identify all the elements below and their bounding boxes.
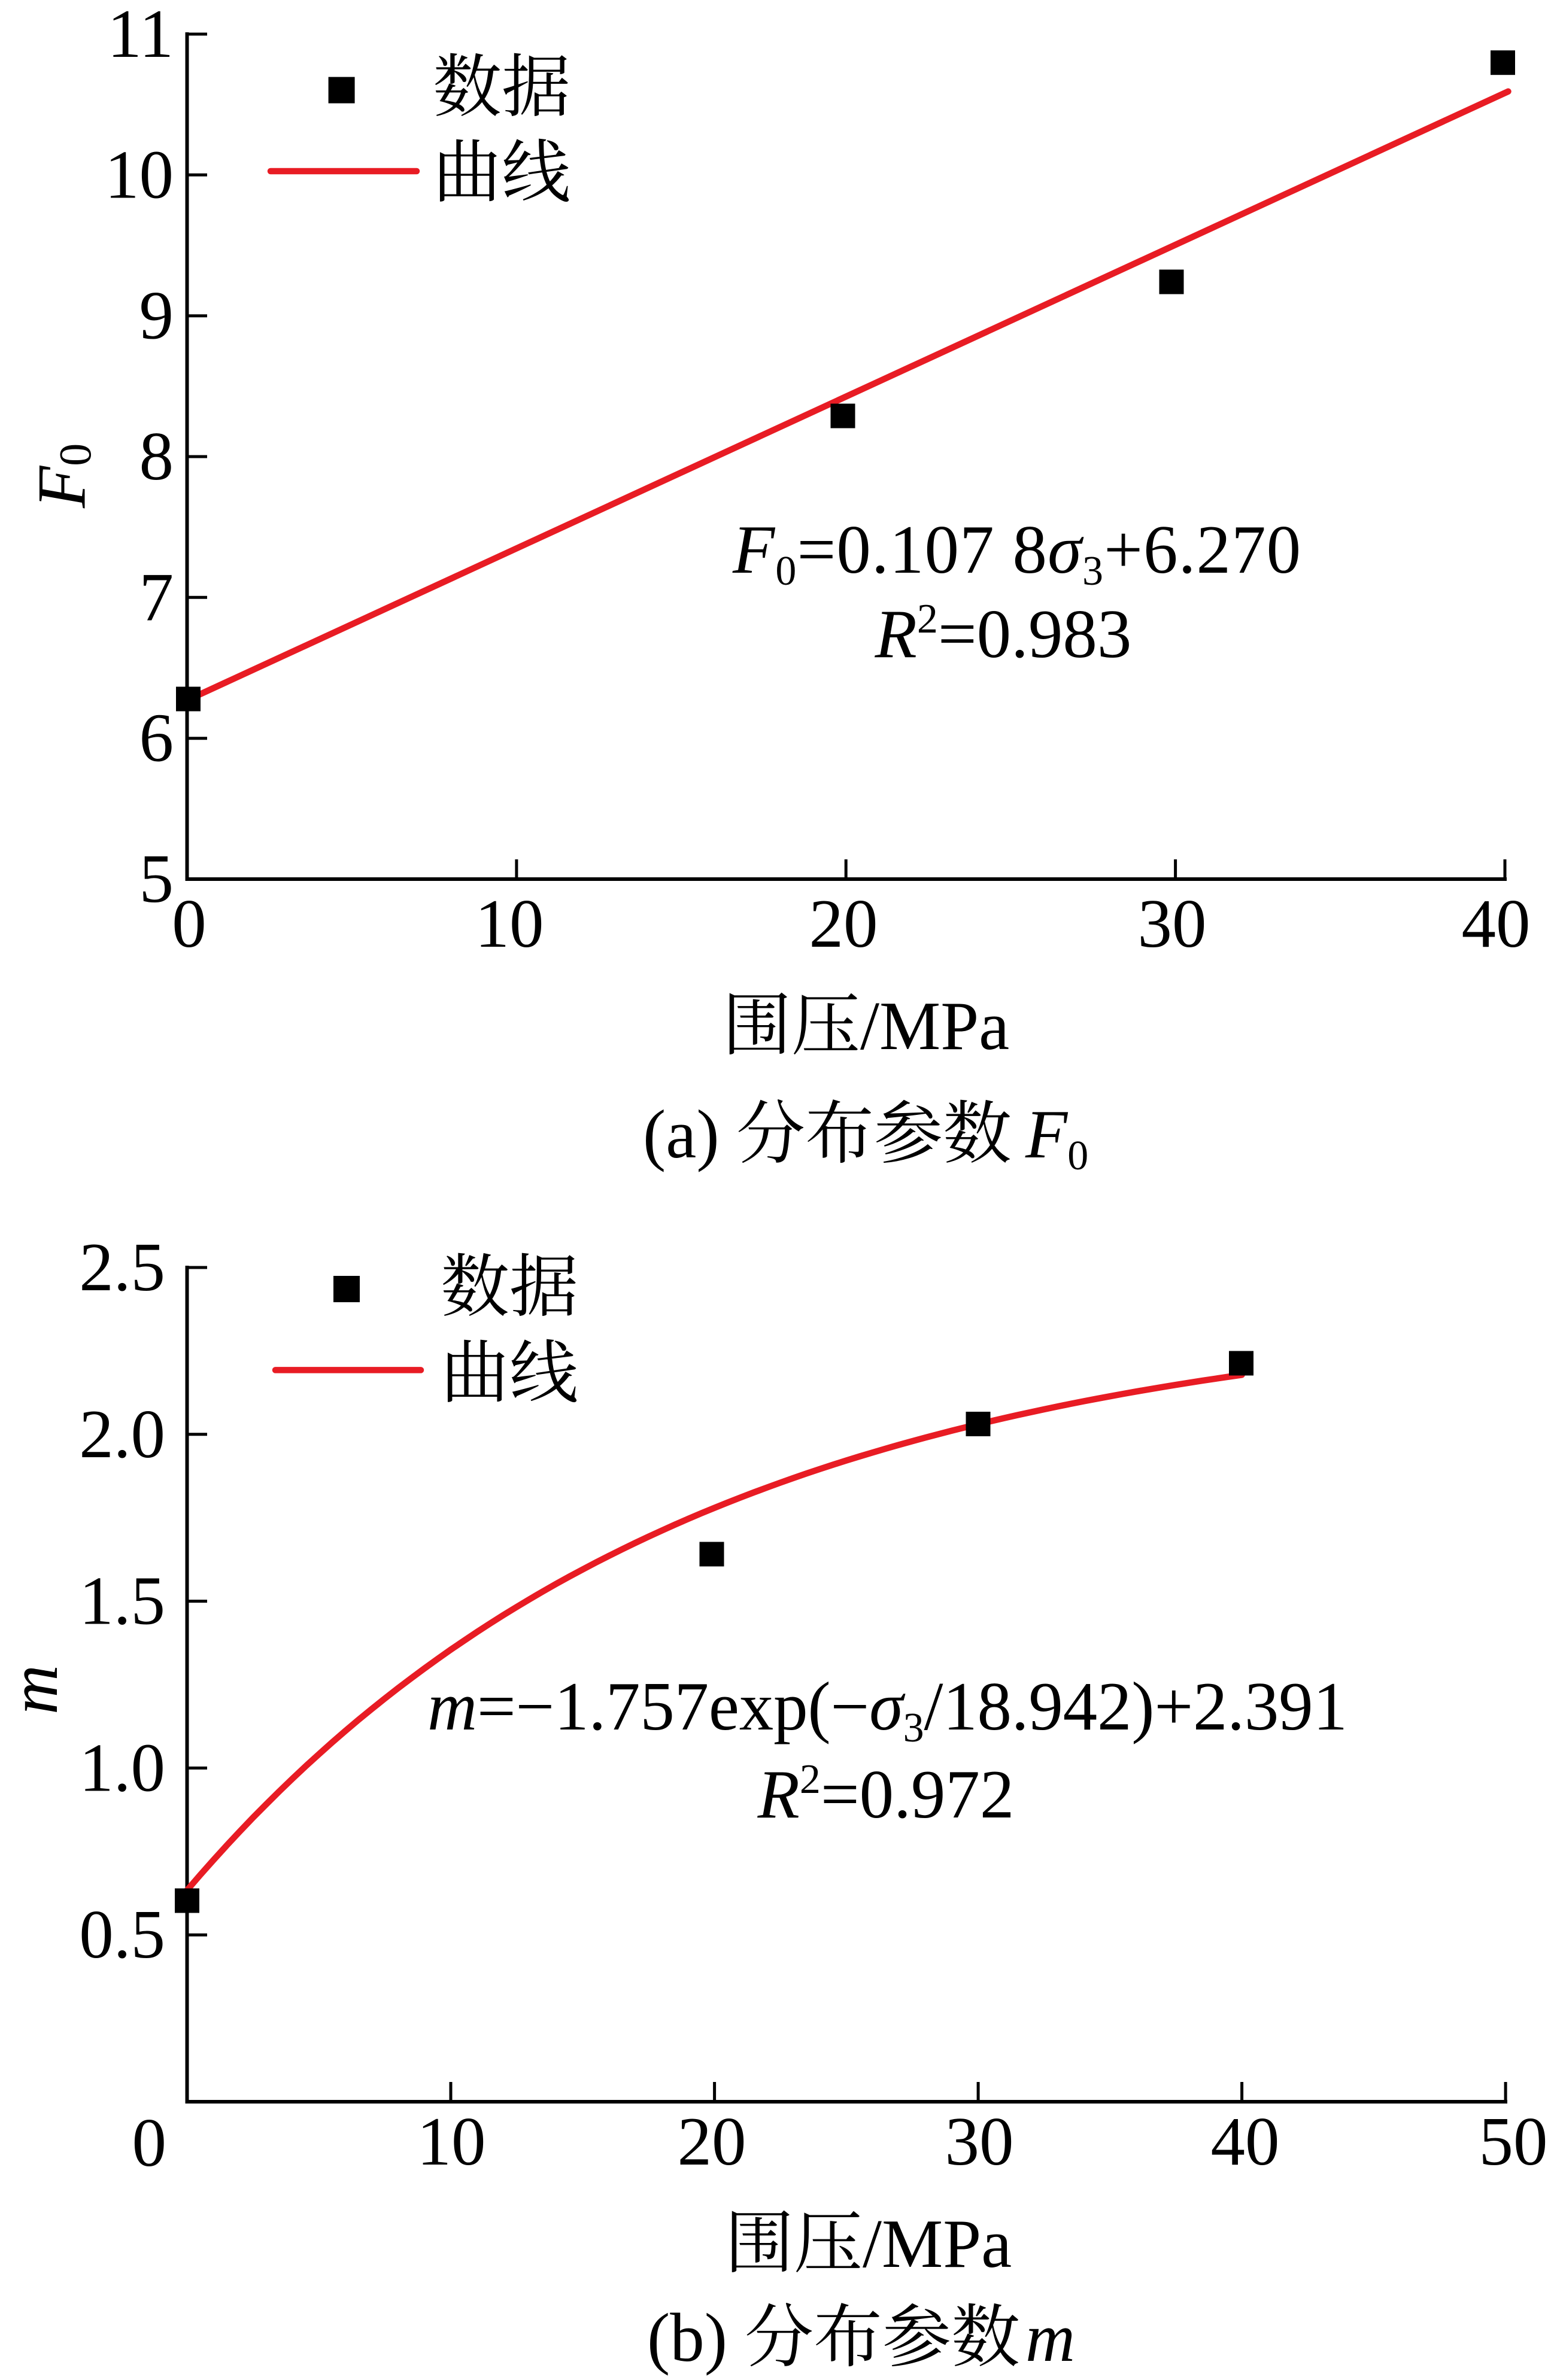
svg-text:m: m: [0, 1665, 72, 1715]
svg-text:R2=0.972: R2=0.972: [757, 1756, 1015, 1832]
svg-text:2.5: 2.5: [79, 1229, 165, 1305]
svg-text:/MPa: /MPa: [860, 988, 1009, 1064]
svg-text:40: 40: [1462, 886, 1531, 962]
svg-text:1.0: 1.0: [79, 1729, 165, 1805]
svg-text:F0: F0: [1025, 1096, 1088, 1179]
svg-text:10: 10: [417, 2104, 486, 2180]
svg-text:m=−1.757exp(−σ3/18.942)+2.391: m=−1.757exp(−σ3/18.942)+2.391: [427, 1668, 1347, 1751]
svg-text:11: 11: [107, 0, 174, 72]
svg-text:30: 30: [1138, 886, 1207, 962]
svg-text:F0=0.107 8σ3+6.270: F0=0.107 8σ3+6.270: [732, 512, 1301, 594]
svg-text:2.0: 2.0: [79, 1396, 165, 1472]
svg-text:(b): (b): [647, 2300, 727, 2376]
svg-text:0.5: 0.5: [79, 1896, 165, 1972]
svg-text:10: 10: [105, 136, 174, 212]
svg-text:10: 10: [475, 886, 544, 962]
svg-text:8: 8: [139, 418, 174, 494]
svg-text:6: 6: [139, 700, 174, 776]
svg-text:7: 7: [139, 559, 174, 635]
svg-text:9: 9: [139, 278, 174, 354]
svg-text:40: 40: [1211, 2104, 1280, 2180]
svg-text:m: m: [1025, 2300, 1075, 2376]
svg-text:20: 20: [678, 2104, 746, 2180]
svg-text:R2=0.983: R2=0.983: [875, 596, 1132, 672]
svg-text:20: 20: [809, 886, 878, 962]
svg-text:(a): (a): [643, 1096, 720, 1172]
svg-text:5: 5: [139, 841, 174, 917]
svg-text:50: 50: [1479, 2104, 1548, 2180]
svg-text:1.5: 1.5: [79, 1563, 165, 1639]
svg-text:/MPa: /MPa: [863, 2206, 1012, 2282]
svg-text:0: 0: [172, 886, 207, 962]
svg-text:30: 30: [945, 2104, 1014, 2180]
svg-text:0: 0: [132, 2105, 167, 2181]
